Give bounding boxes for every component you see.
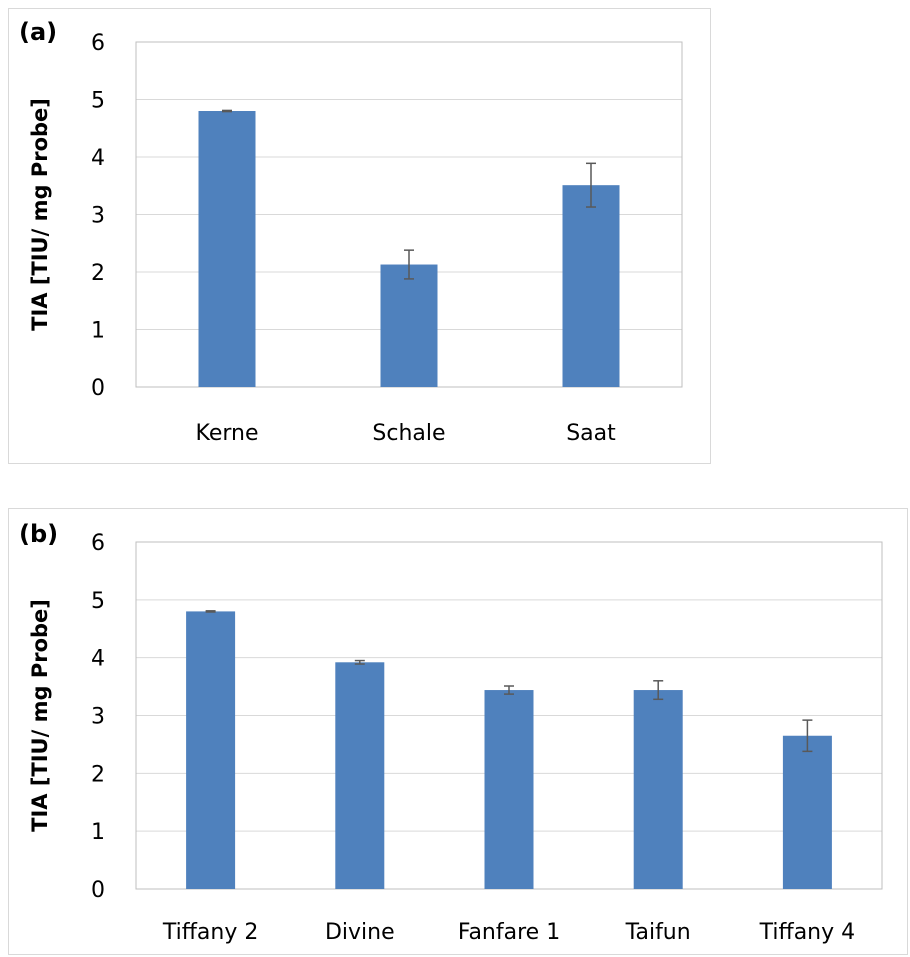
category-label: Schale [372,421,445,446]
category-label: Tiffany 4 [759,920,855,945]
bar [782,735,832,889]
bar [484,690,534,889]
chart-b: 0 1 2 3 4 5 6 Tiffany 2 Divine Fanfare 1 Taifun Tif… [8,508,908,955]
y-tick-label: 5 [91,89,105,114]
y-tick-label: 4 [91,647,105,672]
category-label: Saat [566,421,616,446]
bar [335,662,385,889]
bar [186,611,236,889]
chart-a-svg: 0 1 2 3 4 5 6 Kerne Schale Saat (a) TIA [TIU/ mg Pr… [19,18,683,446]
y-tick-label: 2 [91,261,105,286]
y-tick-label: 3 [91,705,105,730]
category-label: Kerne [195,421,258,446]
panel-label: (b) [19,520,58,548]
chart-a: 0 1 2 3 4 5 6 Kerne Schale Saat (a) TIA [TIU/ mg Pr… [8,8,711,464]
y-tick-label: 5 [91,589,105,614]
bar [562,185,620,387]
y-tick-label: 0 [91,878,105,903]
category-label: Fanfare 1 [458,920,560,945]
y-tick-label: 0 [91,376,105,401]
y-axis-label: TIA [TIU/ mg Probe] [28,599,52,832]
bar [633,690,683,889]
bar [380,264,438,387]
y-tick-label: 6 [91,31,105,56]
y-tick-label: 2 [91,762,105,787]
category-label: Divine [325,920,395,945]
category-label: Tiffany 2 [162,920,258,945]
y-tick-label: 4 [91,146,105,171]
category-label: Taifun [625,920,691,945]
bar [198,111,256,387]
y-tick-label: 1 [91,319,105,344]
y-tick-label: 1 [91,820,105,845]
y-axis-label: TIA [TIU/ mg Probe] [28,98,52,331]
y-tick-label: 3 [91,204,105,229]
y-tick-label: 6 [91,531,105,556]
chart-b-svg: 0 1 2 3 4 5 6 Tiffany 2 Divine Fanfare 1 Taifun Tif… [19,520,883,945]
panel-label: (a) [19,18,57,46]
